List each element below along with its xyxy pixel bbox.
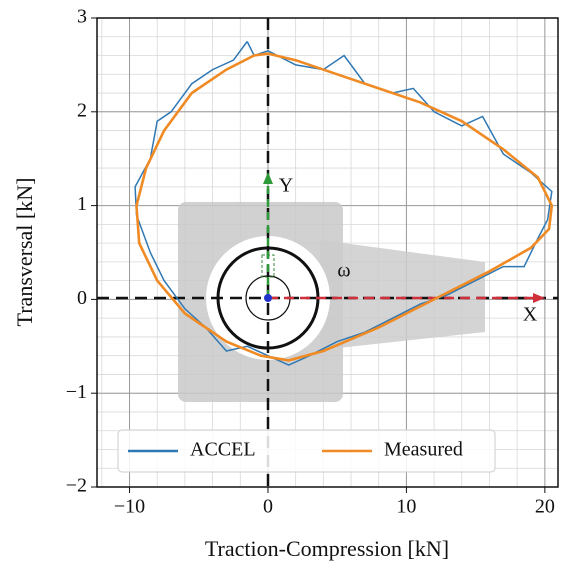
annotation: ω (337, 260, 350, 282)
y-tick-label: 3 (77, 6, 87, 28)
x-tick-label: 20 (535, 496, 555, 518)
x-tick-label: 0 (263, 496, 273, 518)
y-tick-label: 2 (77, 99, 87, 121)
legend-label: ACCEL (190, 439, 256, 461)
x-arrow-head (533, 293, 545, 303)
x-tick-label: −10 (114, 496, 145, 518)
plot-frame (96, 17, 559, 488)
x-tick-label: 10 (396, 496, 416, 518)
y-tick-label: −1 (66, 381, 87, 403)
y-arrow-head (263, 172, 273, 184)
rod-arm (320, 240, 485, 350)
y-tick-label: 0 (77, 287, 87, 309)
y-axis-label: Transversal [kN] (12, 178, 37, 327)
annotation: Y (279, 175, 293, 197)
series-line (135, 52, 554, 362)
x-axis-label: Traction-Compression [kN] (205, 536, 449, 561)
annotation: X (523, 304, 538, 326)
legend-box (117, 429, 496, 473)
origin-dot (264, 294, 272, 302)
legend-label: Measured (384, 439, 463, 461)
plot (134, 41, 554, 366)
y-tick-label: −2 (66, 475, 87, 497)
connecting-rod-illustration (97, 18, 558, 487)
y-tick-label: 1 (77, 193, 87, 215)
omega-arrow (297, 257, 319, 291)
